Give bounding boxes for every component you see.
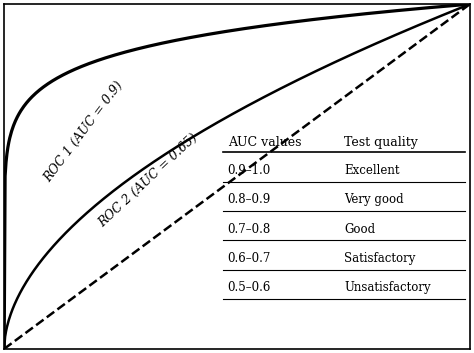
Text: Satisfactory: Satisfactory (344, 252, 416, 265)
Text: 0.6–0.7: 0.6–0.7 (228, 252, 271, 265)
Text: Unsatisfactory: Unsatisfactory (344, 281, 431, 294)
Text: 0.8–0.9: 0.8–0.9 (228, 193, 271, 207)
Text: Excellent: Excellent (344, 164, 400, 177)
Text: ROC 1 (AUC = 0.9): ROC 1 (AUC = 0.9) (41, 79, 126, 185)
Text: Very good: Very good (344, 193, 404, 207)
Text: ROC 2 (AUC = 0.65): ROC 2 (AUC = 0.65) (96, 131, 201, 229)
Text: 0.5–0.6: 0.5–0.6 (228, 281, 271, 294)
Text: 0.7–0.8: 0.7–0.8 (228, 223, 271, 236)
Text: AUC values: AUC values (228, 136, 301, 149)
Text: 0.9–1.0: 0.9–1.0 (228, 164, 271, 177)
Text: Good: Good (344, 223, 375, 236)
Text: Test quality: Test quality (344, 136, 418, 149)
